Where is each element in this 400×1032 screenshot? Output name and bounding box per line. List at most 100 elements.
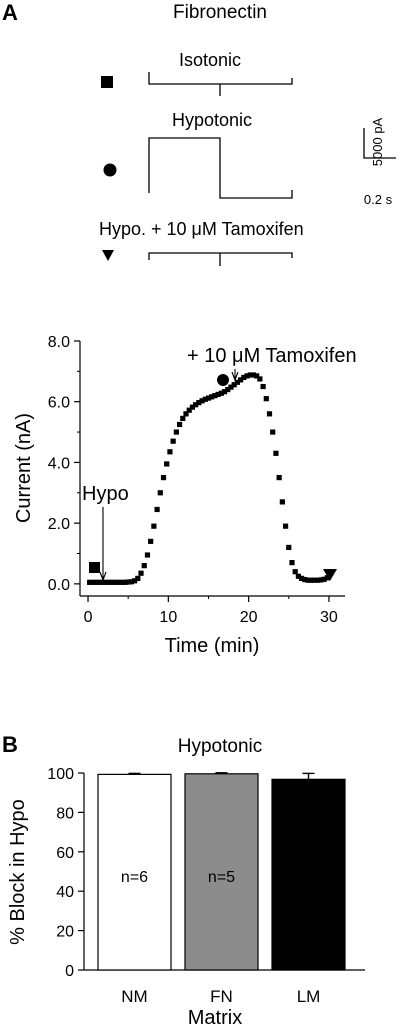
tc-data-point [282,523,289,529]
trace-isotonic [148,72,293,96]
tc-data-point [292,569,298,575]
tc-data-point [241,374,247,381]
tc-data-point [215,391,221,398]
bar-y-tick-label: 0 [65,963,74,980]
bar-lm [271,778,346,971]
tc-data-point [154,506,160,513]
tc-data-point [273,450,279,456]
tc-data-point [173,429,179,435]
bar-chart-title: Hypotonic [178,736,263,757]
bar-y-tick-label: 20 [56,924,74,941]
annotation-hypo: Hypo [82,483,129,505]
tc-data-point [254,373,260,379]
tc-data-point [311,577,318,583]
tc-data-point [87,579,93,585]
tc-data-point [148,538,154,544]
tc-x-tick-label: 30 [320,609,338,626]
tc-data-point [125,579,131,585]
trace-label-hypotonic: Hypotonic [172,110,252,130]
tc-data-point [270,429,276,435]
tc-data-point [103,579,109,585]
tc-y-tick-label: 4.0 [48,455,70,472]
annotation-tamoxifen: + 10 μM Tamoxifen [187,345,357,367]
tc-y-tick-label: 2.0 [48,516,70,533]
tc-triangle-marker [323,569,337,581]
panel-b-label: B [2,732,18,757]
bar-fn [184,773,259,971]
tc-x-tick-label: 10 [159,609,177,626]
tc-data-point [122,579,128,585]
tc-x-axis-label: Time (min) [165,635,260,657]
bar-y-tick-label: 80 [56,805,74,822]
tc-data-point [167,449,173,455]
tc-data-point [247,372,253,378]
tc-data-point [276,475,282,481]
tc-data-point [135,575,141,581]
tc-data-point [228,384,234,390]
hypo-arrow [99,507,107,582]
tc-data-point [234,379,240,385]
tc-data-point [183,411,189,417]
tc-data-point [250,372,257,378]
tc-data-point [305,577,311,583]
circle-marker [103,163,117,177]
trace-tamoxifen [148,252,293,266]
tc-data-point [93,579,99,585]
tc-data-point [138,570,144,576]
tc-y-axis-label: Current (nA) [13,413,35,523]
tc-data-point [170,438,176,444]
tc-data-point [302,577,308,583]
tc-data-point [112,579,118,585]
tc-data-point [279,499,285,505]
tc-data-point [186,407,192,413]
tc-data-point [295,573,302,579]
tc-data-point [257,376,263,382]
tc-data-point [299,575,305,581]
tc-data-point [324,575,330,581]
tc-data-point [202,396,208,402]
bar-n-label: n=5 [208,869,235,886]
trace-label-tamoxifen: Hypo. + 10 μM Tamoxifen [99,219,304,239]
tc-data-point [141,563,147,569]
tc-data-point [106,579,112,585]
trace-label-isotonic: Isotonic [179,50,241,70]
tc-data-point [260,383,266,390]
tc-data-point [318,577,324,583]
scale-bar-time-label: 0.2 s [364,192,393,207]
tc-data-point [164,461,170,467]
tc-data-point [199,398,205,404]
tc-y-tick-label: 0.0 [48,577,70,594]
tc-data-point [308,577,314,583]
tc-x-tick-label: 0 [84,609,93,626]
tc-data-point [221,389,228,395]
tamoxifen-arrow [231,369,239,382]
tc-data-point [157,490,163,496]
scale-bar-current-label: 5000 pA [370,117,385,166]
tc-data-point [231,382,237,388]
bar-category-label: FN [210,987,233,1006]
traces-title: Fibronectin [173,2,267,23]
tc-circle-marker [217,374,229,386]
tc-square-marker [89,562,100,573]
tc-data-point [218,390,224,396]
tc-data-point [205,395,212,401]
bar-nm [97,773,172,971]
tc-data-point [115,579,122,585]
tc-data-point [99,579,106,585]
panel-a-label: A [2,0,18,25]
bar-y-axis-label: % Block in Hypo [7,799,29,945]
tc-data-point [263,396,269,402]
tc-data-point [96,579,102,585]
tc-data-point [144,552,151,558]
bar-y-tick-label: 100 [47,766,74,783]
tc-data-point [212,393,218,399]
tc-y-tick-label: 8.0 [48,334,70,351]
tc-data-point [109,579,115,585]
tc-data-point [238,377,244,383]
bar-chart: 0 20 40 60 80 100 n=6 NM n=5 FN n=4 LM % Block in … [7,766,365,1029]
tc-data-point [160,475,167,481]
bar-y-tick-label: 60 [56,845,74,862]
tc-data-point [289,560,295,566]
bar-x-axis-label: Matrix [188,1007,242,1029]
